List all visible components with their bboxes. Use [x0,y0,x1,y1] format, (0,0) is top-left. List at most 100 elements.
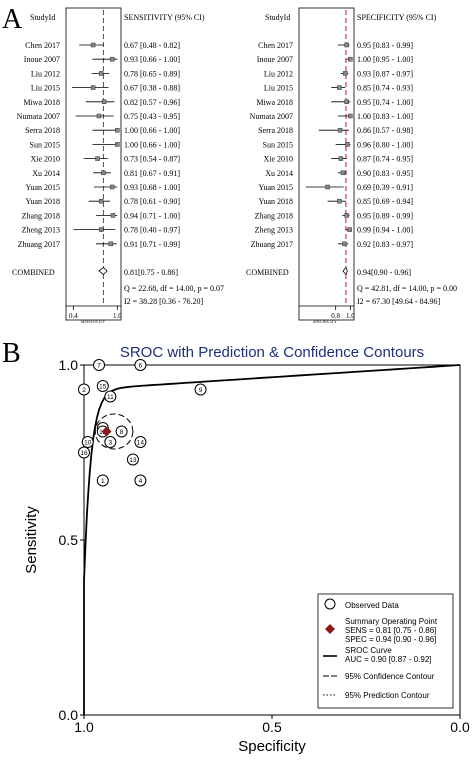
sens-study-name: Liu 2015 [31,84,60,93]
spec-study-name: Sun 2015 [263,140,293,149]
spec-estimate-marker [345,142,350,147]
sroc-observed-point [104,390,117,403]
spec-plot-frame [298,7,355,321]
sroc-point-label: 9 [199,387,203,394]
sensitivity-forest-plot: StudyId SENSITIVITY (95% CI) COMBINED 0.… [12,7,224,324]
sroc-point-label: 7 [97,362,101,369]
spec-study-value: 0.95 [0.89 - 0.99] [357,211,413,220]
legend-prediction-text: 95% Prediction Contour [345,691,430,700]
spec-study-name: Inoue 2007 [257,55,293,64]
sens-estimate-marker [101,170,106,176]
sroc-observed-point [81,436,94,448]
sroc-xlabel: Specificity [238,738,306,755]
sens-estimate-marker [98,227,104,232]
sroc-confidence-contour [94,413,134,450]
sens-estimate-marker [90,85,96,90]
spec-stat-q: Q = 42.81, df = 14.00, p = 0.00 [357,284,457,293]
panel-a-label: A [2,4,23,35]
sroc-summary-point [101,426,112,437]
spec-estimate-marker [337,198,342,204]
sens-study-value: 0.78 [0.61 - 0.90] [124,197,180,206]
sroc-observed-point [96,474,109,487]
spec-study-value: 1.00 [0.83 - 1.00] [357,112,413,121]
sens-study-name: Numata 2007 [17,112,60,121]
spec-study-name: Miwa 2018 [256,98,293,107]
legend-spec-text: SPEC = 0.94 [0.90 - 0.96] [345,635,436,644]
spec-study-name: Xu 2014 [265,169,293,178]
spec-study-value: 0.92 [0.83 - 0.97] [357,240,413,249]
sens-study-name: Inoue 2007 [24,55,60,64]
spec-study-name: Yuan 2015 [259,183,293,192]
spec-study-name: Zheng 2013 [255,226,293,235]
spec-study-value: 0.86 [0.57 - 0.98] [357,126,413,135]
sens-estimate-marker [109,56,115,62]
spec-estimate-marker [340,170,346,176]
sens-study-name: Zheng 2013 [22,226,60,235]
sroc-point-label: 14 [137,439,145,446]
sroc-observed-point [115,425,128,438]
legend-summary-text: Summary Operating Point [345,617,438,626]
sens-study-value: 0.67 [0.48 - 0.82] [124,41,180,50]
sens-estimate-marker [95,156,100,161]
spec-combined-label: COMBINED [246,268,289,277]
sens-study-value: 0.93 [0.66 - 1.00] [124,55,180,64]
sroc-curve [83,364,461,715]
sroc-legend: Observed Data Summary Operating Point SE… [317,593,454,709]
spec-stat-i2: I2 = 67.30 [49.64 - 84.96] [357,297,441,306]
sens-estimate-marker [98,198,104,204]
spec-study-value: 0.90 [0.83 - 0.95] [357,169,413,178]
sens-study-name: Miwa 2018 [23,98,60,107]
sroc-observed-point [104,436,117,448]
spec-tick-label: 1.0 [346,312,355,320]
sroc-ylabel: Sensitivity [23,506,40,574]
sens-combined-label: COMBINED [12,268,55,277]
sens-study-name: Xu 2014 [32,169,60,178]
sens-study-name: Yuan 2018 [26,197,60,206]
sens-estimate-marker [90,42,96,48]
legend-sroc-text: SROC Curve [345,646,392,655]
sroc-y-tick-label: 0.0 [59,707,79,723]
spec-estimate-marker [337,85,342,90]
sens-combined-diamond [98,266,108,276]
sroc-observed-point [194,383,207,396]
sens-study-value: 0.78 [0.40 - 0.97] [124,226,180,235]
sens-study-name: Yuan 2015 [26,183,60,192]
spec-study-value: 1.00 [0.95 - 1.00] [357,55,413,64]
spec-estimate-marker [347,227,352,232]
spec-study-name: Numata 2007 [250,112,293,121]
spec-tick-label: 0.8 [331,312,340,320]
sens-estimate-marker [101,99,107,105]
spec-study-name: Zhang 2018 [255,211,293,220]
sens-estimate-marker [108,241,113,247]
spec-estimate-marker [348,56,353,62]
sroc-point-label: 6 [139,362,143,369]
sroc-observed-point [126,453,139,466]
sroc-y-tick-label: 0.5 [59,532,79,548]
sens-study-value: 0.91 [0.71 - 0.99] [124,240,180,249]
sens-estimate-marker [115,127,120,133]
spec-study-name: Xie 2010 [263,155,293,164]
sroc-title: SROC with Prediction & Confidence Contou… [120,344,424,361]
sroc-point-label: 10 [84,439,92,446]
spec-study-value: 0.95 [0.83 - 0.99] [357,41,413,50]
sroc-point-label: 2 [82,387,86,394]
spec-study-value: 0.85 [0.69 - 0.94] [357,197,413,206]
sens-tick-label: 0.4 [69,312,78,320]
sens-study-value: 0.78 [0.65 - 0.89] [124,69,180,78]
sens-study-name: Zhang 2018 [22,211,60,220]
sens-study-value: 0.67 [0.38 - 0.88] [124,84,180,93]
spec-study-name: Liu 2012 [264,69,293,78]
spec-combined-diamond [342,266,348,276]
spec-study-name: Chen 2017 [258,41,293,50]
spec-study-name: Zhuang 2017 [251,240,293,249]
legend-box [317,593,454,709]
sroc-x-tick-label: 1.0 [74,719,94,735]
sens-estimate-marker [96,113,102,119]
sroc-point-label: 3 [109,439,113,446]
legend-sens-text: SENS = 0.81 [0.75 - 0.86] [345,626,436,635]
legend-auc-text: AUC = 0.90 [0.87 - 0.92] [345,655,432,664]
sens-study-name: Chen 2017 [25,41,60,50]
sroc-point-label: 11 [107,394,114,401]
sens-stat-i2: I2 = 38.28 [0.36 - 76.20] [124,297,204,306]
sroc-point-label: 16 [80,450,88,457]
